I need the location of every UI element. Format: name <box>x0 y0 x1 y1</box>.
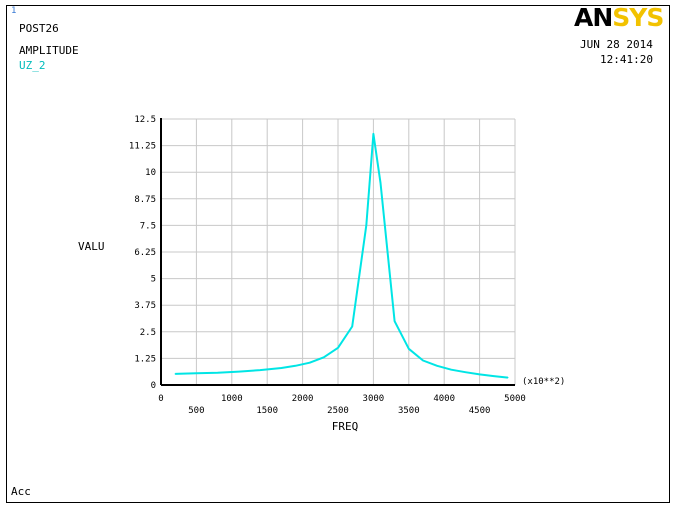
x-tick-label: 0 <box>158 394 163 404</box>
data-point <box>507 376 509 379</box>
series-line-0 <box>175 132 509 379</box>
time-label: 12:41:20 <box>600 53 653 66</box>
date-label: JUN 28 2014 <box>580 38 653 51</box>
x-tick-label: 2000 <box>292 394 314 404</box>
y-tick-label: 7.5 <box>140 221 156 231</box>
data-point <box>422 359 424 362</box>
data-point <box>372 133 374 135</box>
y-tick-label: 3.75 <box>134 301 156 311</box>
logo-text-dark: AN <box>574 3 613 32</box>
data-point <box>351 325 353 328</box>
x-tick-label: 3500 <box>398 406 420 416</box>
y-tick-label: 12.5 <box>134 115 156 125</box>
plot-title: AMPLITUDE <box>19 44 79 57</box>
data-point <box>195 372 197 374</box>
data-point <box>450 369 452 371</box>
data-point <box>174 373 176 375</box>
data-point <box>379 182 382 184</box>
data-point <box>408 348 410 350</box>
x-axis-label: FREQ <box>332 420 359 433</box>
x-tick-label: 1500 <box>256 406 278 416</box>
data-point <box>309 362 311 364</box>
data-point <box>280 367 282 369</box>
processor-label: POST26 <box>19 22 59 35</box>
data-point <box>238 370 240 373</box>
y-tick-label: 0 <box>151 381 156 391</box>
data-point <box>394 320 396 322</box>
y-axis-label: VALU <box>78 240 105 253</box>
data-point <box>259 369 261 371</box>
y-tick-label: 11.25 <box>129 142 156 152</box>
x-multiplier-label: (x10**2) <box>522 377 565 387</box>
x-tick-label: 500 <box>188 406 204 416</box>
y-tick-label: 2.5 <box>140 328 156 338</box>
y-tick-label: 8.75 <box>134 195 156 205</box>
data-point <box>464 371 467 373</box>
data-point <box>365 224 367 226</box>
data-point <box>217 372 219 374</box>
x-tick-label: 5000 <box>504 394 526 404</box>
data-point <box>337 347 339 349</box>
data-point <box>479 373 481 375</box>
x-tick-label: 2500 <box>327 406 349 416</box>
data-point <box>294 365 297 367</box>
data-point <box>323 356 325 358</box>
data-point <box>493 375 495 377</box>
y-tick-label: 1.25 <box>134 354 156 364</box>
logo-text-accent: SYS <box>612 3 664 32</box>
y-tick-label: 5 <box>151 275 156 285</box>
y-tick-label: 10 <box>145 168 156 178</box>
x-tick-label: 4500 <box>469 406 491 416</box>
legend-series-label: UZ_2 <box>19 59 46 72</box>
window-number: 1 <box>11 6 17 16</box>
ansys-logo: ANSYS <box>574 3 664 32</box>
y-tick-label: 6.25 <box>134 248 156 258</box>
x-tick-label: 3000 <box>363 394 385 404</box>
x-tick-label: 4000 <box>433 394 455 404</box>
x-tick-label: 1000 <box>221 394 243 404</box>
footer-label: Acc <box>11 485 31 498</box>
plot-window-frame <box>6 5 670 503</box>
data-point <box>436 365 438 367</box>
